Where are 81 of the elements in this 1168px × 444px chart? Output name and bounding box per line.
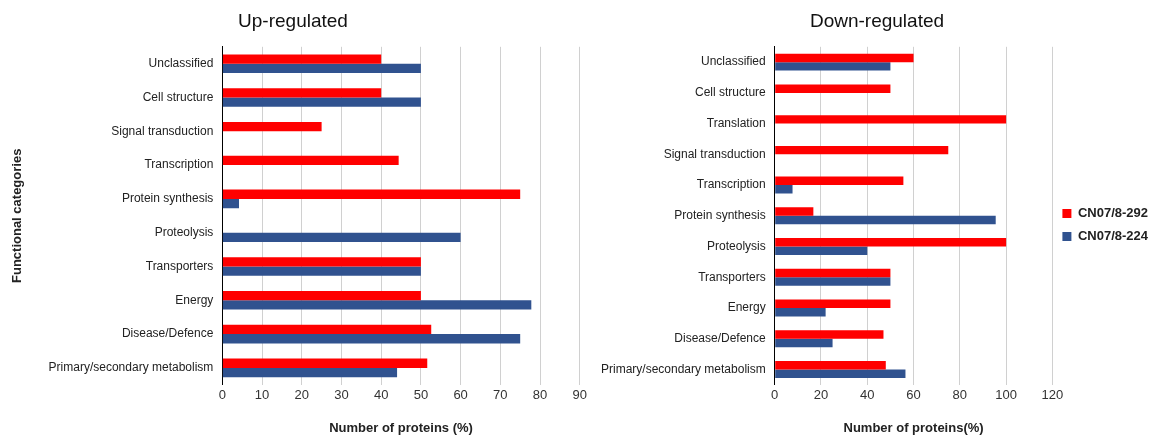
y-tick-label: Protein synthesis [674, 208, 766, 223]
bar [222, 54, 382, 64]
bar [775, 238, 1007, 247]
x-tick-label: 20 [294, 387, 309, 403]
x-tick-label: 0 [771, 387, 779, 403]
y-tick-label: Primary/secondary metabolism [48, 360, 214, 375]
bar [222, 232, 461, 242]
y-tick-label: Cell structure [695, 85, 767, 100]
bar [775, 246, 868, 255]
bar [222, 189, 521, 199]
bar [222, 300, 532, 310]
y-tick-label: Cell structure [142, 89, 214, 104]
y-tick-label: Unclassified [148, 56, 214, 71]
x-axis-title: Number of proteins (%) [329, 419, 473, 435]
bar [775, 62, 891, 71]
bar [222, 97, 421, 107]
y-tick-label: Disease/Defence [121, 326, 214, 341]
x-tick-label: 40 [373, 387, 389, 403]
y-tick-label: Transporters [698, 269, 766, 284]
x-tick-label: 20 [813, 387, 829, 403]
bar [775, 330, 884, 339]
bar [222, 358, 428, 368]
bar [222, 266, 421, 276]
bar [775, 360, 886, 370]
y-tick-label: Transcription [144, 157, 214, 172]
x-tick-label: 80 [532, 387, 548, 403]
bar [775, 215, 996, 225]
bar [775, 176, 904, 186]
y-tick-label: Proteolysis [707, 238, 766, 253]
y-axis-title: Functional categories [9, 148, 25, 283]
x-tick-label: 10 [254, 387, 270, 403]
y-tick-label: Signal transduction [663, 146, 766, 161]
bar [775, 268, 891, 278]
x-tick-label: 70 [493, 387, 508, 403]
x-tick-label: 60 [453, 387, 468, 403]
bar [775, 207, 814, 216]
y-tick-label: Primary/secondary metabolism [601, 361, 766, 376]
x-tick-label: 80 [952, 387, 968, 403]
chart-title: Down-regulated [809, 9, 945, 31]
bar [775, 338, 833, 348]
y-tick-label: Transporters [145, 258, 214, 273]
x-tick-label: 30 [334, 387, 349, 403]
x-axis-title: Number of proteins(%) [843, 419, 984, 435]
x-tick-label: 0 [218, 387, 226, 403]
y-tick-label: Unclassified [701, 54, 766, 69]
bar [222, 367, 398, 378]
y-tick-label: Translation [706, 115, 766, 130]
bar [222, 63, 421, 73]
legend-label: CN07/8-292 [1077, 205, 1149, 221]
y-tick-label: Transcription [696, 177, 766, 192]
bar [775, 277, 891, 286]
bar [222, 88, 382, 98]
bar [222, 122, 322, 132]
bar [222, 324, 432, 335]
bar [775, 115, 1007, 124]
chart-title: Up-regulated [238, 9, 348, 31]
bar [222, 334, 521, 344]
x-tick-label: 40 [860, 387, 875, 403]
y-tick-label: Energy [175, 292, 214, 307]
bar [775, 84, 891, 93]
y-tick-label: Proteolysis [154, 225, 214, 240]
y-tick-label: Signal transduction [111, 123, 214, 138]
bar [222, 155, 399, 166]
x-tick-label: 50 [413, 387, 429, 403]
x-tick-label: 120 [1041, 387, 1064, 403]
x-tick-label: 90 [572, 387, 587, 403]
bar [775, 145, 949, 155]
bar [222, 257, 421, 267]
bar [775, 299, 891, 308]
bar [775, 53, 914, 63]
x-tick-label: 60 [906, 387, 921, 403]
x-tick-label: 100 [995, 387, 1017, 403]
y-tick-label: Disease/Defence [674, 331, 767, 346]
legend-label: CN07/8-224 [1077, 228, 1149, 244]
bar [775, 185, 793, 194]
bar [775, 307, 826, 317]
bar [222, 198, 239, 209]
y-tick-label: Protein synthesis [121, 191, 214, 206]
bar [222, 291, 421, 301]
bar [775, 369, 906, 378]
y-tick-label: Energy [727, 300, 766, 315]
